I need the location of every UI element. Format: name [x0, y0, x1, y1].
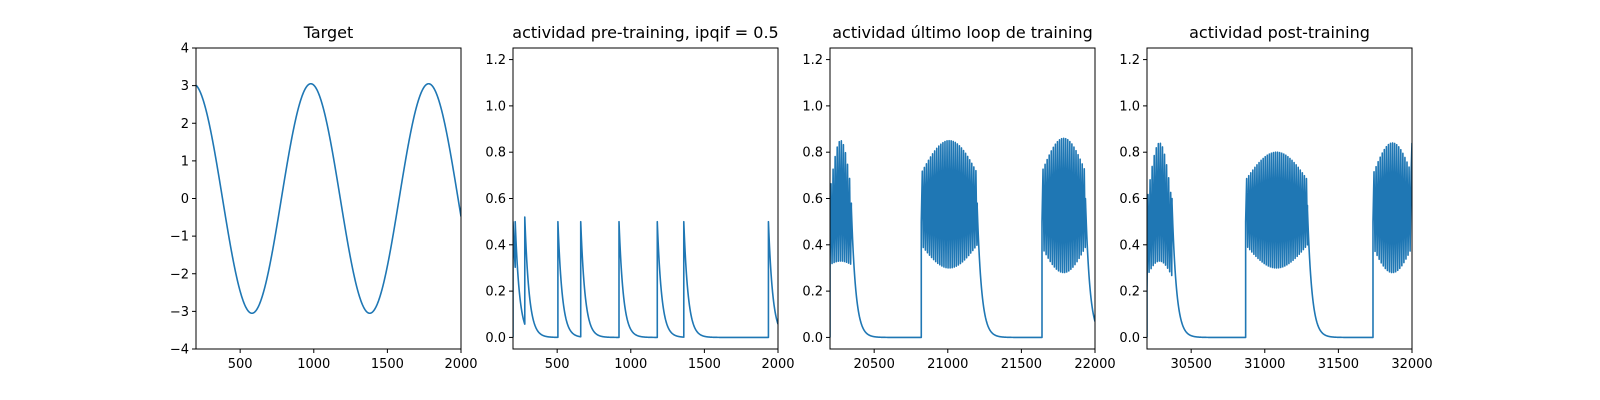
chart-title: actividad último loop de training: [832, 23, 1093, 42]
y-tick-label: 0.6: [1119, 192, 1140, 207]
x-tick-label: 1000: [614, 357, 647, 372]
x-tick-label: 1500: [371, 357, 404, 372]
axes-frame: [512, 47, 779, 350]
y-tick-label: 0.2: [485, 285, 506, 300]
y-tick-label: 0.2: [1119, 285, 1140, 300]
x-tick-label: 2000: [761, 357, 794, 372]
y-tick-label: 2: [181, 117, 189, 132]
y-tick-label: −2: [170, 267, 189, 282]
y-tick-label: 0: [181, 192, 189, 207]
y-tick-label: 1.2: [485, 53, 506, 68]
x-tick-label: 31500: [1318, 357, 1359, 372]
series-line: [513, 216, 778, 339]
series-line: [196, 82, 461, 315]
subplot-pre-training: 500 1000 1500 2000 0.0 0.2 0.4 0.6 0.8 1.0 1.2 acti…: [485, 23, 794, 372]
y-tick-label: −3: [170, 305, 189, 320]
x-tick-label: 500: [545, 357, 570, 372]
y-tick-label: 1: [181, 154, 189, 169]
chart-title: actividad pre-training, ipqif = 0.5: [512, 23, 778, 42]
y-tick-label: 0.0: [802, 331, 823, 346]
x-tick-label: 32000: [1391, 357, 1432, 372]
x-tick-label: 21500: [1001, 357, 1042, 372]
x-tick-label: 31000: [1244, 357, 1285, 372]
y-tick-label: 0.8: [1119, 146, 1140, 161]
x-tick-label: 30500: [1170, 357, 1211, 372]
x-tick-label: 1500: [688, 357, 721, 372]
chart-title: actividad post-training: [1189, 23, 1370, 42]
y-tick-label: 0.6: [485, 192, 506, 207]
y-tick-label: 1.0: [802, 99, 823, 114]
y-tick-label: 0.4: [485, 238, 506, 253]
x-tick-label: 22000: [1074, 357, 1115, 372]
subplot-post-training: 30500 31000 31500 32000 0.0 0.2 0.4 0.6 0.8 1.0 1.…: [1119, 23, 1432, 372]
y-tick-label: −4: [170, 343, 189, 358]
y-tick-label: 1.2: [802, 53, 823, 68]
y-tick-label: 1.0: [485, 99, 506, 114]
y-tick-label: 0.0: [485, 331, 506, 346]
y-tick-label: 0.2: [802, 285, 823, 300]
y-tick-label: 1.0: [1119, 99, 1140, 114]
subplot-last-training-loop: 20500 21000 21500 22000 0.0 0.2 0.4 0.6 0.8 1.0 1.…: [802, 23, 1115, 372]
y-tick-label: 0.4: [802, 238, 823, 253]
y-tick-label: 0.6: [802, 192, 823, 207]
y-tick-label: 1.2: [1119, 53, 1140, 68]
y-tick-label: 0.4: [1119, 238, 1140, 253]
series-line: [1147, 142, 1412, 339]
y-tick-label: 3: [181, 79, 189, 94]
y-tick-label: −1: [170, 230, 189, 245]
y-tick-label: 0.8: [485, 146, 506, 161]
x-tick-label: 21000: [927, 357, 968, 372]
y-tick-label: 4: [181, 42, 189, 57]
subplot-target: 500 1000 1500 2000 −4 −3 −2 −1 0 1 2 3 4 Target: [170, 23, 478, 372]
y-tick-label: 0.8: [802, 146, 823, 161]
chart-title: Target: [303, 23, 354, 42]
series-line: [830, 137, 1095, 339]
x-tick-label: 500: [228, 357, 253, 372]
y-tick-label: 0.0: [1119, 331, 1140, 346]
x-tick-label: 1000: [297, 357, 330, 372]
x-tick-label: 20500: [853, 357, 894, 372]
x-tick-label: 2000: [444, 357, 477, 372]
